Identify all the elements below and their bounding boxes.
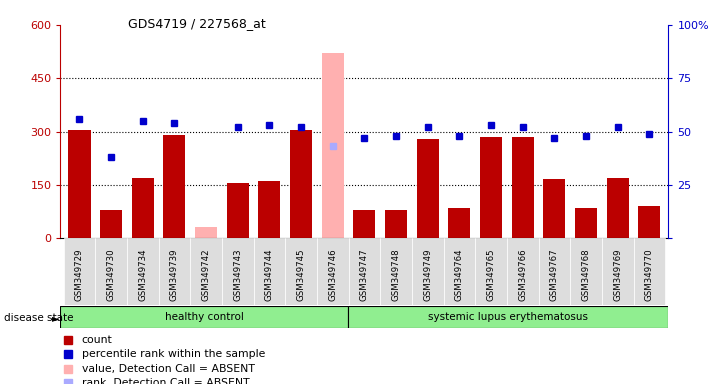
Bar (63, 238, 95, 305)
Bar (127, 238, 159, 305)
Bar (602, 238, 634, 305)
Text: healthy control: healthy control (165, 312, 244, 322)
Bar (417, 139, 439, 238)
Bar (606, 178, 629, 238)
Bar (60, 306, 348, 328)
Bar (285, 238, 317, 305)
Text: GSM349743: GSM349743 (233, 248, 242, 301)
Bar (380, 238, 412, 305)
Text: GSM349767: GSM349767 (550, 248, 559, 301)
Text: GSM349770: GSM349770 (645, 248, 654, 301)
Text: GSM349746: GSM349746 (328, 248, 337, 301)
Text: GSM349748: GSM349748 (392, 248, 400, 301)
Bar (570, 238, 602, 305)
Bar (227, 183, 249, 238)
Text: GSM349749: GSM349749 (423, 248, 432, 301)
Text: GSM349730: GSM349730 (107, 248, 116, 301)
Text: GSM349729: GSM349729 (75, 248, 84, 301)
Text: value, Detection Call = ABSENT: value, Detection Call = ABSENT (82, 364, 255, 374)
Text: disease state: disease state (4, 313, 73, 323)
Bar (348, 306, 668, 328)
Text: GSM349768: GSM349768 (582, 248, 591, 301)
Bar (385, 210, 407, 238)
Text: GSM349734: GSM349734 (138, 248, 147, 301)
Bar (321, 53, 344, 238)
Text: GSM349747: GSM349747 (360, 248, 369, 301)
Bar (164, 135, 186, 238)
Bar (444, 238, 475, 305)
Bar (353, 210, 375, 238)
Bar (191, 238, 222, 305)
Bar (538, 238, 570, 305)
Text: systemic lupus erythematosus: systemic lupus erythematosus (428, 312, 589, 322)
Bar (132, 178, 154, 238)
Bar (68, 130, 90, 238)
Bar (480, 137, 502, 238)
Bar (100, 210, 122, 238)
Bar (575, 208, 597, 238)
Bar (543, 179, 565, 238)
Bar (449, 208, 471, 238)
Bar (348, 238, 380, 305)
Bar (507, 238, 538, 305)
Text: GSM349739: GSM349739 (170, 248, 179, 301)
Bar (475, 238, 507, 305)
Bar (412, 238, 444, 305)
Bar (159, 238, 191, 305)
Bar (254, 238, 285, 305)
Text: GDS4719 / 227568_at: GDS4719 / 227568_at (128, 17, 266, 30)
Bar (195, 227, 217, 238)
Text: GSM349744: GSM349744 (265, 248, 274, 301)
Bar (290, 130, 312, 238)
Text: GSM349764: GSM349764 (455, 248, 464, 301)
Text: GSM349765: GSM349765 (486, 248, 496, 301)
Text: GSM349769: GSM349769 (613, 248, 622, 301)
Bar (258, 181, 280, 238)
Text: ►: ► (52, 313, 60, 323)
Bar (222, 238, 254, 305)
Text: GSM349766: GSM349766 (518, 248, 527, 301)
Bar (317, 238, 348, 305)
Bar (512, 137, 534, 238)
Bar (634, 238, 665, 305)
Text: percentile rank within the sample: percentile rank within the sample (82, 349, 265, 359)
Text: GSM349745: GSM349745 (296, 248, 306, 301)
Text: GSM349742: GSM349742 (202, 248, 210, 301)
Bar (95, 238, 127, 305)
Text: count: count (82, 335, 112, 345)
Bar (638, 206, 661, 238)
Text: rank, Detection Call = ABSENT: rank, Detection Call = ABSENT (82, 379, 250, 384)
